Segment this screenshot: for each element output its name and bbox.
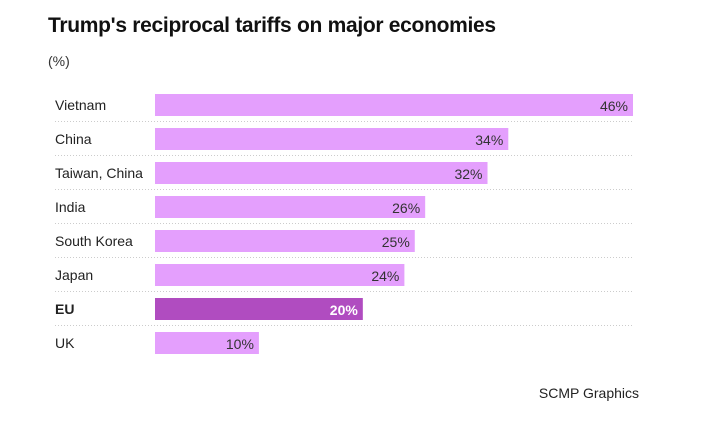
data-label: 20%: [330, 302, 359, 318]
unit-label: (%): [48, 53, 70, 69]
bar: [155, 264, 405, 286]
data-label: 25%: [382, 234, 410, 250]
data-label: 10%: [226, 336, 254, 352]
bar: [155, 94, 633, 116]
bar: [155, 230, 415, 252]
category-label: Vietnam: [55, 97, 106, 113]
data-label: 46%: [600, 98, 628, 114]
data-label: 24%: [371, 268, 399, 284]
bar: [155, 298, 363, 320]
bar: [155, 162, 488, 184]
category-label: India: [55, 199, 86, 215]
chart-title: Trump's reciprocal tariffs on major econ…: [48, 14, 496, 37]
bar: [155, 128, 509, 150]
source-credit: SCMP Graphics: [538, 385, 639, 401]
category-label: Japan: [55, 267, 93, 283]
data-label: 34%: [475, 132, 503, 148]
bar: [155, 196, 426, 218]
category-label: UK: [55, 335, 75, 351]
category-label: South Korea: [55, 233, 133, 249]
data-label: 32%: [454, 166, 482, 182]
data-label: 26%: [392, 200, 420, 216]
category-label: Taiwan, China: [55, 165, 143, 181]
bar: [155, 332, 259, 354]
category-label: EU: [55, 301, 74, 317]
category-label: China: [55, 131, 92, 147]
